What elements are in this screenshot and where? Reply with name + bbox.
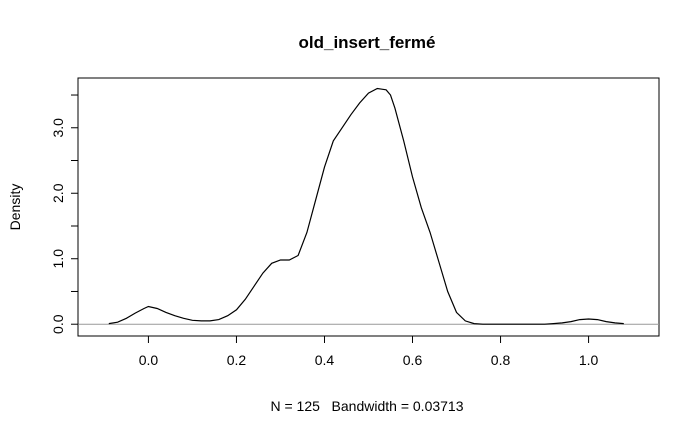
- y-tick-label: 3.0: [50, 118, 66, 138]
- x-tick-label: 0.0: [139, 352, 159, 368]
- x-tick-label: 0.4: [315, 352, 335, 368]
- x-tick-label: 0.6: [403, 352, 423, 368]
- plot-frame: [77, 77, 660, 337]
- x-tick-label: 1.0: [579, 352, 599, 368]
- y-tick-label: 2.0: [50, 183, 66, 203]
- y-axis-label: Density: [7, 184, 23, 231]
- y-tick-label: 1.0: [50, 249, 66, 269]
- x-axis-label: N = 125 Bandwidth = 0.03713: [270, 398, 463, 414]
- density-curve: [108, 87, 624, 325]
- x-tick-label: 0.2: [227, 352, 247, 368]
- y-tick-label: 0.0: [50, 314, 66, 334]
- chart-title: old_insert_fermé: [299, 33, 436, 52]
- x-axis: 0.0 0.2 0.4 0.6 0.8 1.0: [139, 335, 599, 368]
- x-tick-label: 0.8: [491, 352, 511, 368]
- y-axis: 0.0 1.0 2.0 3.0: [50, 94, 79, 334]
